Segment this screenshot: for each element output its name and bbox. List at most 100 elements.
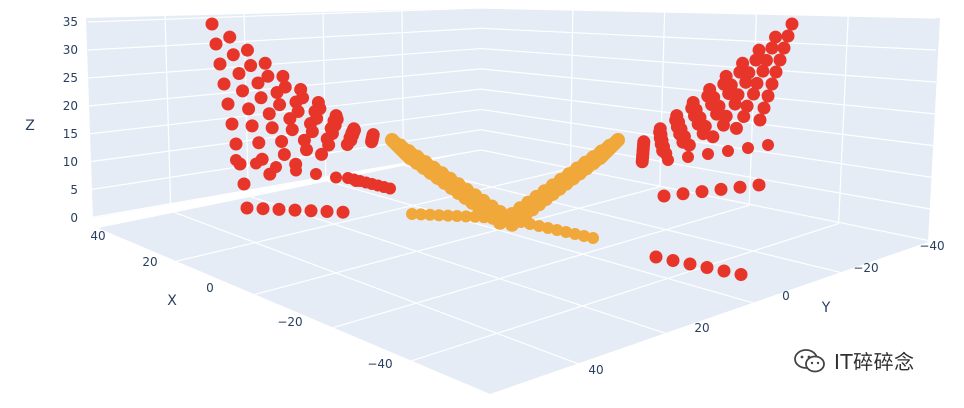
right-wing-marker	[773, 53, 787, 67]
center-fan-marker	[451, 210, 463, 222]
right-wing-marker	[662, 154, 674, 166]
right-wing-marker	[722, 145, 734, 157]
left-wing-marker	[283, 112, 297, 126]
z-tick-label: 15	[63, 127, 78, 141]
right-wing-marker	[752, 178, 766, 192]
center-fan-marker	[433, 209, 445, 222]
floor-gridline	[176, 167, 571, 262]
right-wing-marker	[682, 138, 696, 152]
x-tick-label: 0	[206, 281, 214, 295]
right-wing-marker	[762, 139, 774, 151]
left-wing-marker	[226, 48, 240, 62]
right-wing-marker	[757, 101, 771, 115]
z-gridline	[87, 108, 937, 179]
right-wing-marker	[706, 130, 720, 144]
floor-gridline	[333, 204, 750, 329]
right-wing-marker	[752, 43, 766, 57]
right-wing-marker	[759, 53, 773, 67]
center-fan-marker	[506, 214, 518, 226]
y-tick-label: 20	[694, 321, 709, 335]
center-fan-marker	[478, 211, 490, 224]
wall-gridline	[569, 9, 574, 169]
wall-gridline	[838, 15, 849, 224]
z-axis-title: Z	[25, 118, 35, 134]
z-tick-label: 0	[70, 211, 78, 225]
x-axis-title: X	[167, 293, 177, 309]
right-wing-marker	[717, 264, 731, 278]
x-tick-label: 40	[90, 229, 105, 243]
center-fan-marker	[533, 220, 545, 232]
right-wing-marker	[785, 17, 799, 31]
left-wall	[86, 8, 481, 218]
right-wing-marker	[737, 110, 751, 124]
left-wing-marker	[232, 67, 246, 80]
left-wing-marker	[270, 161, 282, 173]
y-axis-title: Y	[821, 300, 831, 316]
left-wing-marker	[245, 119, 259, 133]
wall-gridline	[401, 9, 404, 164]
left-wing-marker	[252, 136, 266, 150]
right-wing-marker	[676, 187, 690, 201]
right-wing-marker	[740, 99, 754, 113]
center-fan-marker	[415, 208, 427, 221]
right-wing-marker	[753, 113, 767, 127]
left-wing-marker	[304, 204, 318, 218]
center-fan-marker	[587, 232, 599, 244]
left-wing-marker	[240, 201, 254, 215]
floor-gridline	[327, 180, 753, 304]
z-tick-label: 35	[63, 15, 78, 29]
floor-gridline	[411, 223, 839, 362]
right-wing-marker	[781, 29, 795, 43]
left-wing-marker	[205, 17, 219, 31]
z-tick-label: 5	[70, 183, 78, 197]
z-tick-label: 20	[63, 99, 78, 113]
x-tick-label: −40	[367, 357, 392, 371]
center-fan-marker	[524, 218, 536, 230]
left-wing-marker	[261, 69, 275, 83]
left-wing-marker	[250, 157, 262, 170]
right-wing-marker	[716, 118, 730, 132]
left-wing-marker	[336, 205, 350, 219]
right-wing-marker	[666, 254, 680, 267]
z-gridline	[87, 88, 937, 147]
watermark: IT碎碎念	[792, 346, 915, 375]
y-tick-label: −20	[853, 261, 878, 275]
left-wing-marker	[320, 205, 334, 218]
left-wing-marker	[221, 97, 235, 111]
y-tick-label: 40	[588, 363, 603, 377]
left-wing-marker	[270, 86, 284, 99]
wall-gridline	[659, 11, 666, 187]
right-wing-marker	[765, 77, 779, 91]
left-wing-marker	[300, 143, 313, 157]
floor-gridline	[174, 211, 578, 365]
left-wing-marker	[240, 43, 254, 57]
right-wing-marker	[683, 257, 697, 271]
right-wing-marker	[739, 75, 753, 89]
z-tick-label: 10	[63, 155, 78, 169]
left-wing-marker	[305, 125, 319, 139]
right-wing-marker	[749, 53, 763, 67]
x-tick-label: 20	[142, 255, 157, 269]
left-wing-marker	[273, 98, 287, 112]
left-wing-marker	[217, 77, 231, 91]
right-wing-marker	[734, 268, 748, 281]
left-wing-marker	[237, 177, 251, 191]
left-wing-marker	[330, 171, 342, 184]
left-wing-marker	[322, 138, 336, 152]
center-fan-marker	[560, 226, 572, 238]
left-wing-marker	[277, 148, 291, 161]
center-fan-marker	[542, 222, 554, 234]
right-wing-marker	[635, 155, 649, 169]
center-fan-marker	[515, 216, 527, 228]
left-wing-marker	[230, 154, 242, 166]
floor-gridline	[251, 196, 666, 334]
z-tick-label: 25	[63, 71, 78, 85]
right-wing-marker	[769, 65, 783, 79]
right-wing-marker	[649, 250, 663, 264]
center-fan-marker	[424, 208, 436, 221]
right-wing-marker	[729, 121, 743, 135]
left-wing-marker	[256, 202, 270, 216]
right-wing-marker	[769, 30, 783, 44]
left-wing-marker	[223, 30, 237, 44]
center-fan-marker	[460, 210, 472, 223]
